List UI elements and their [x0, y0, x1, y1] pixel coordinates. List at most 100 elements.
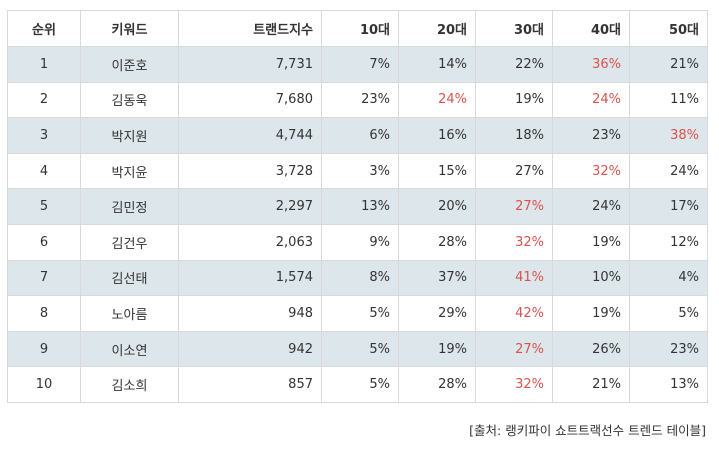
age-10s-cell: 5% — [321, 330, 399, 368]
age-50s-cell: 23% — [629, 330, 708, 368]
keyword-cell: 김소희 — [80, 366, 179, 403]
trend-index-cell: 2,063 — [178, 223, 322, 261]
col-header-40s: 40대 — [552, 10, 630, 47]
age-30s-cell: 42% — [475, 295, 553, 332]
trend-index-cell: 1,574 — [178, 259, 322, 297]
rank-cell: 1 — [7, 46, 81, 83]
age-50s-cell: 38% — [629, 117, 708, 154]
age-40s-cell: 24% — [552, 188, 630, 225]
header-row: 순위 키워드 트랜드지수 10대 20대 30대 40대 50대 — [7, 10, 708, 47]
age-10s-cell: 5% — [321, 295, 399, 332]
age-40s-cell: 32% — [552, 152, 630, 190]
table-row: 3 박지원 4,744 6% 16% 18% 23% 38% — [7, 117, 708, 154]
age-20s-cell: 24% — [398, 81, 476, 119]
keyword-cell: 이소연 — [80, 330, 179, 368]
age-50s-cell: 13% — [629, 366, 708, 403]
age-20s-cell: 37% — [398, 259, 476, 297]
age-40s-cell: 19% — [552, 223, 630, 261]
trend-index-cell: 7,731 — [178, 46, 322, 83]
age-10s-cell: 5% — [321, 366, 399, 403]
trend-index-cell: 857 — [178, 366, 322, 403]
age-30s-cell: 41% — [475, 259, 553, 297]
age-30s-cell: 27% — [475, 330, 553, 368]
age-20s-cell: 20% — [398, 188, 476, 225]
age-20s-cell: 28% — [398, 366, 476, 403]
trend-index-cell: 942 — [178, 330, 322, 368]
age-20s-cell: 14% — [398, 46, 476, 83]
rank-cell: 5 — [7, 188, 81, 225]
age-10s-cell: 13% — [321, 188, 399, 225]
age-40s-cell: 24% — [552, 81, 630, 119]
age-40s-cell: 21% — [552, 366, 630, 403]
age-30s-cell: 19% — [475, 81, 553, 119]
keyword-cell: 김건우 — [80, 223, 179, 261]
age-50s-cell: 11% — [629, 81, 708, 119]
age-40s-cell: 26% — [552, 330, 630, 368]
age-50s-cell: 4% — [629, 259, 708, 297]
age-30s-cell: 32% — [475, 366, 553, 403]
col-header-keyword: 키워드 — [80, 10, 179, 47]
trend-index-cell: 3,728 — [178, 152, 322, 190]
keyword-cell: 이준호 — [80, 46, 179, 83]
keyword-cell: 김민정 — [80, 188, 179, 225]
table-row: 5 김민정 2,297 13% 20% 27% 24% 17% — [7, 188, 708, 225]
age-10s-cell: 7% — [321, 46, 399, 83]
trend-index-cell: 2,297 — [178, 188, 322, 225]
table-row: 10 김소희 857 5% 28% 32% 21% 13% — [7, 366, 708, 403]
trend-index-cell: 7,680 — [178, 81, 322, 119]
col-header-30s: 30대 — [475, 10, 553, 47]
keyword-cell: 박지원 — [80, 117, 179, 154]
age-30s-cell: 32% — [475, 223, 553, 261]
source-caption: [출처: 랭키파이 쇼트트랙선수 트렌드 테이블] — [469, 423, 706, 438]
age-10s-cell: 23% — [321, 81, 399, 119]
trend-index-cell: 948 — [178, 295, 322, 332]
trend-table: 순위 키워드 트랜드지수 10대 20대 30대 40대 50대 1 이준호 7… — [7, 10, 708, 403]
age-20s-cell: 28% — [398, 223, 476, 261]
keyword-cell: 노아름 — [80, 295, 179, 332]
rank-cell: 7 — [7, 259, 81, 297]
table-row: 8 노아름 948 5% 29% 42% 19% 5% — [7, 295, 708, 332]
keyword-cell: 박지윤 — [80, 152, 179, 190]
table-row: 4 박지윤 3,728 3% 15% 27% 32% 24% — [7, 152, 708, 190]
col-header-20s: 20대 — [398, 10, 476, 47]
age-20s-cell: 15% — [398, 152, 476, 190]
rank-cell: 10 — [7, 366, 81, 403]
rank-cell: 9 — [7, 330, 81, 368]
age-40s-cell: 23% — [552, 117, 630, 154]
age-10s-cell: 6% — [321, 117, 399, 154]
col-header-10s: 10대 — [321, 10, 399, 47]
age-10s-cell: 8% — [321, 259, 399, 297]
rank-cell: 6 — [7, 223, 81, 261]
rank-cell: 2 — [7, 81, 81, 119]
age-40s-cell: 19% — [552, 295, 630, 332]
table-row: 1 이준호 7,731 7% 14% 22% 36% 21% — [7, 46, 708, 83]
age-10s-cell: 3% — [321, 152, 399, 190]
rank-cell: 3 — [7, 117, 81, 154]
rank-cell: 8 — [7, 295, 81, 332]
age-50s-cell: 17% — [629, 188, 708, 225]
table-row: 6 김건우 2,063 9% 28% 32% 19% 12% — [7, 223, 708, 261]
age-30s-cell: 22% — [475, 46, 553, 83]
age-30s-cell: 27% — [475, 188, 553, 225]
col-header-50s: 50대 — [629, 10, 708, 47]
age-20s-cell: 19% — [398, 330, 476, 368]
age-40s-cell: 10% — [552, 259, 630, 297]
table-row: 9 이소연 942 5% 19% 27% 26% 23% — [7, 330, 708, 368]
table-row: 2 김동욱 7,680 23% 24% 19% 24% 11% — [7, 81, 708, 119]
age-50s-cell: 24% — [629, 152, 708, 190]
age-50s-cell: 21% — [629, 46, 708, 83]
table-row: 7 김선태 1,574 8% 37% 41% 10% 4% — [7, 259, 708, 297]
keyword-cell: 김선태 — [80, 259, 179, 297]
age-20s-cell: 16% — [398, 117, 476, 154]
keyword-cell: 김동욱 — [80, 81, 179, 119]
age-50s-cell: 12% — [629, 223, 708, 261]
age-30s-cell: 27% — [475, 152, 553, 190]
age-40s-cell: 36% — [552, 46, 630, 83]
trend-index-cell: 4,744 — [178, 117, 322, 154]
rank-cell: 4 — [7, 152, 81, 190]
col-header-trend-index: 트랜드지수 — [178, 10, 322, 47]
age-50s-cell: 5% — [629, 295, 708, 332]
age-30s-cell: 18% — [475, 117, 553, 154]
age-10s-cell: 9% — [321, 223, 399, 261]
col-header-rank: 순위 — [7, 10, 81, 47]
